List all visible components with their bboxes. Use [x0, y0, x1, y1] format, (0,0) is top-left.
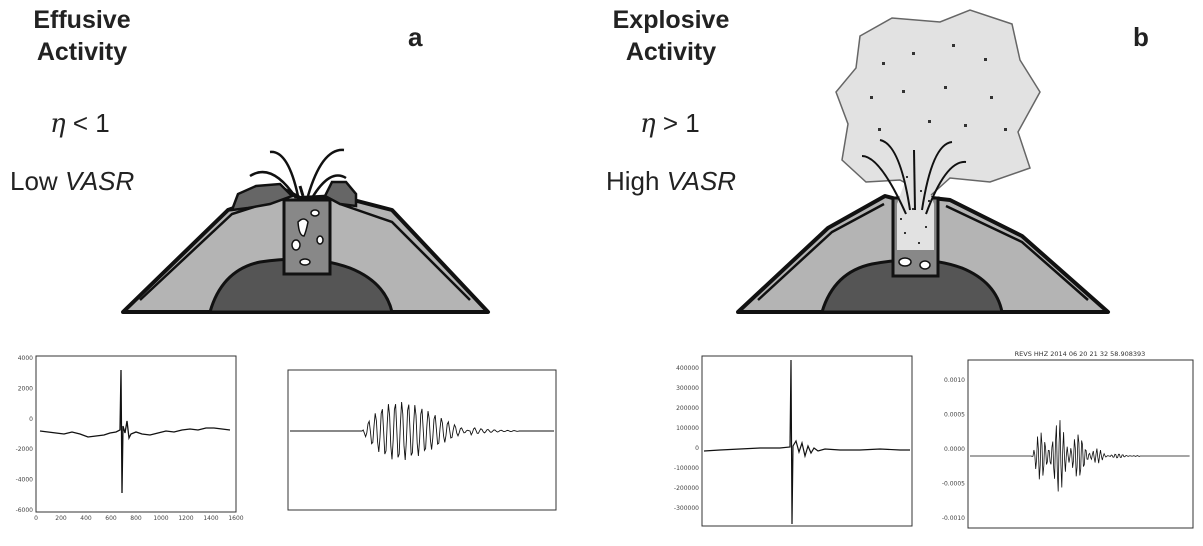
- plot-b2-y-ticks: 0.0010 0.0005 0.0000 -0.0005 -0.0010: [942, 377, 965, 522]
- eta-relation: > 1: [662, 108, 700, 138]
- explosive-heading-line2: Activity: [625, 38, 717, 66]
- bubble: [297, 218, 309, 237]
- tick-label: -2000: [16, 446, 34, 453]
- tick-label: -0.0005: [942, 481, 965, 488]
- tick-label: 200000: [676, 405, 699, 412]
- tick-label: 800: [130, 515, 142, 522]
- bubble: [310, 209, 320, 217]
- plot-b2: REVS HHZ 2014 06 20 21 32 58.908393 0.00…: [942, 350, 1194, 529]
- tick-label: 1000: [153, 515, 168, 522]
- conduit-a: [282, 198, 332, 276]
- cone-b-edge-right: [945, 204, 1089, 301]
- plot-a1-frame: [35, 355, 237, 513]
- effusive-volcano-illustration: [121, 148, 490, 314]
- tick-label: 2000: [18, 385, 33, 392]
- plot-a2: [287, 369, 557, 511]
- plot-b2-trace: [970, 420, 1190, 492]
- ejecta-arc: [306, 148, 345, 197]
- eta-symbol: η: [640, 109, 656, 139]
- effusive-heading-line2: Activity: [36, 38, 128, 66]
- ejecta-arc: [249, 170, 298, 199]
- plot-a1-x-ticks: 0 200 400 600 800 1000 1200 1400 1600: [34, 515, 244, 522]
- bubble: [316, 235, 324, 245]
- tick-label: 100000: [676, 425, 699, 432]
- lava-flow-right: [323, 180, 358, 208]
- tick-label: 0: [695, 445, 699, 452]
- tick-label: -4000: [16, 477, 34, 484]
- ejecta-arc: [925, 160, 967, 215]
- bubble: [898, 257, 912, 267]
- lava-flow-left: [230, 182, 295, 212]
- bubble: [299, 258, 311, 266]
- tick-label: -0.0010: [942, 515, 965, 522]
- tick-label: 1200: [178, 515, 193, 522]
- plot-a1: 4000 2000 0 -2000 -4000 -6000 0 200 400 600 800 10…: [16, 355, 244, 522]
- tick-label: -6000: [16, 507, 34, 514]
- tick-label: 0.0000: [944, 446, 965, 453]
- plot-b1-y-ticks: 400000 300000 200000 100000 0 -100000 -200000 -…: [674, 365, 699, 512]
- ejecta-arc: [298, 185, 305, 197]
- explosive-heading: Explosive Activity: [606, 4, 736, 68]
- tick-label: 0: [29, 416, 33, 423]
- explosive-volcano-illustration: [736, 9, 1110, 314]
- ejecta-arc: [269, 150, 300, 197]
- effusive-eta-label: η < 1: [50, 108, 110, 139]
- ejecta-arc: [310, 174, 347, 199]
- vasr-term: VASR: [64, 166, 135, 196]
- ash-particles: [870, 44, 1007, 244]
- ash-cloud: [835, 9, 1041, 197]
- tick-label: 4000: [18, 355, 33, 362]
- explosive-heading-line1: Explosive: [612, 6, 730, 34]
- tick-label: 1400: [203, 515, 218, 522]
- bubble: [919, 260, 931, 270]
- plot-b2-title: REVS HHZ 2014 06 20 21 32 58.908393: [1015, 350, 1146, 358]
- tick-label: -100000: [674, 465, 699, 472]
- panel-a-letter: a: [408, 22, 423, 52]
- ejecta-arc: [913, 149, 916, 211]
- ejecta-arc: [861, 155, 907, 215]
- tick-label: 200: [55, 515, 67, 522]
- plot-b2-frame: [967, 359, 1194, 529]
- vasr-term: VASR: [666, 166, 737, 196]
- effusive-heading-line1: Effusive: [33, 6, 131, 34]
- eta-relation: < 1: [72, 108, 110, 138]
- ejecta-arc: [879, 139, 911, 211]
- tick-label: 300000: [676, 385, 699, 392]
- effusive-heading: Effusive Activity: [22, 4, 142, 68]
- cone-a-edge-right: [339, 202, 471, 301]
- explosive-eta-label: η > 1: [640, 108, 700, 139]
- eta-symbol: η: [50, 109, 66, 139]
- plot-a2-frame: [287, 369, 557, 511]
- tick-label: 0.0010: [944, 377, 965, 384]
- plot-a2-trace: [290, 401, 554, 461]
- plot-a1-trace: [39, 369, 231, 494]
- ejecta-arc: [921, 141, 953, 211]
- tick-label: 1600: [228, 515, 243, 522]
- bubble: [291, 239, 301, 251]
- plot-b1-frame: [701, 355, 913, 527]
- explosive-vasr-label: High VASR: [606, 166, 736, 197]
- vasr-prefix: Low: [10, 166, 58, 196]
- tick-label: -300000: [674, 505, 699, 512]
- tick-label: -200000: [674, 485, 699, 492]
- plot-b1: 400000 300000 200000 100000 0 -100000 -200000 -…: [674, 355, 913, 527]
- plot-b1-trace: [703, 359, 910, 525]
- tick-label: 400: [80, 515, 92, 522]
- tick-label: 400000: [676, 365, 699, 372]
- plot-a1-y-ticks: 4000 2000 0 -2000 -4000 -6000: [16, 355, 34, 514]
- effusive-vasr-label: Low VASR: [10, 166, 134, 197]
- tick-label: 0: [34, 515, 38, 522]
- panel-b-letter: b: [1133, 22, 1149, 52]
- vasr-prefix: High: [606, 166, 660, 196]
- cone-b-edge: [757, 202, 885, 301]
- tick-label: 0.0005: [944, 412, 965, 419]
- tick-label: 600: [105, 515, 117, 522]
